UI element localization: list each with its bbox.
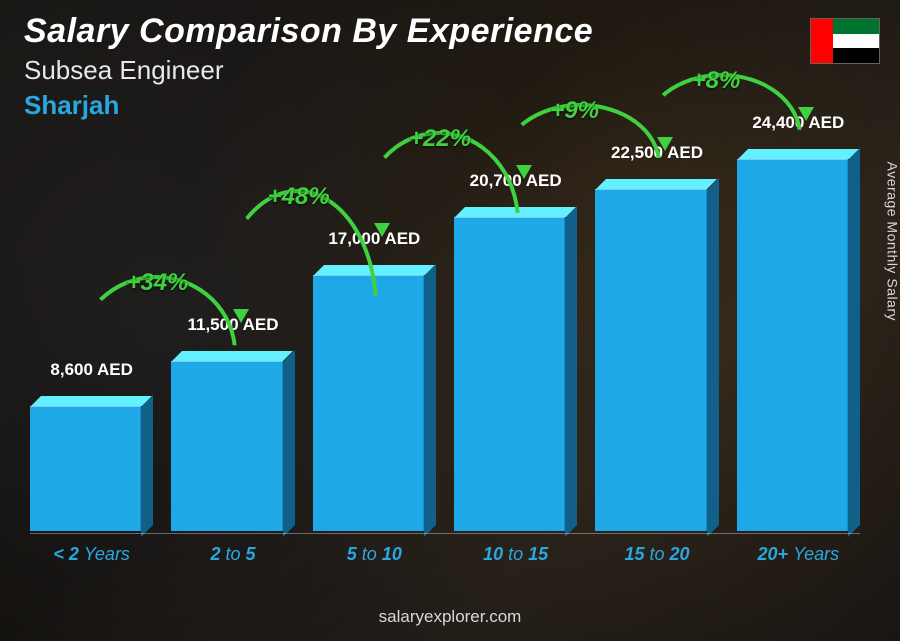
flag-hoist-red — [811, 19, 833, 63]
increase-arrowhead-icon — [233, 309, 249, 323]
bar-column: 11,500 AED — [171, 351, 294, 531]
bar — [30, 396, 153, 531]
increase-arrowhead-icon — [516, 165, 532, 179]
x-axis-label: 10 to 15 — [454, 534, 577, 571]
uae-flag-icon — [810, 18, 880, 64]
bar-column: 20,700 AED — [454, 207, 577, 531]
increase-percent-label: +22% — [409, 125, 471, 153]
x-axis-label: 20+ Years — [737, 534, 860, 571]
increase-percent-label: +48% — [268, 183, 330, 211]
bar — [595, 179, 718, 531]
job-title: Subsea Engineer — [24, 55, 593, 86]
bar — [737, 149, 860, 531]
increase-percent-label: +8% — [692, 67, 741, 95]
x-axis-label: 15 to 20 — [595, 534, 718, 571]
header: Salary Comparison By Experience Subsea E… — [24, 12, 593, 121]
location-label: Sharjah — [24, 90, 593, 121]
x-axis-label: 2 to 5 — [171, 534, 294, 571]
footer-attribution: salaryexplorer.com — [0, 607, 900, 627]
bar — [313, 265, 436, 531]
bar-column: 22,500 AED — [595, 179, 718, 531]
bar — [171, 351, 294, 531]
x-axis-label: 5 to 10 — [313, 534, 436, 571]
increase-arrowhead-icon — [657, 137, 673, 151]
bar-column: 17,000 AED — [313, 265, 436, 531]
increase-arrowhead-icon — [374, 223, 390, 237]
x-axis: < 2 Years 2 to 5 5 to 10 10 to 15 15 to 20 20… — [30, 533, 860, 571]
salary-bar-chart: 8,600 AED11,500 AED17,000 AED20,700 AED2… — [30, 140, 860, 571]
bar — [454, 207, 577, 531]
increase-arrowhead-icon — [798, 107, 814, 121]
bar-column: 24,400 AED — [737, 149, 860, 531]
x-axis-label: < 2 Years — [30, 534, 153, 571]
bar-column: 8,600 AED — [30, 396, 153, 531]
y-axis-label: Average Monthly Salary — [884, 161, 900, 320]
bar-value-label: 8,600 AED — [30, 360, 153, 380]
increase-percent-label: +34% — [126, 269, 188, 297]
page-title: Salary Comparison By Experience — [24, 12, 593, 51]
